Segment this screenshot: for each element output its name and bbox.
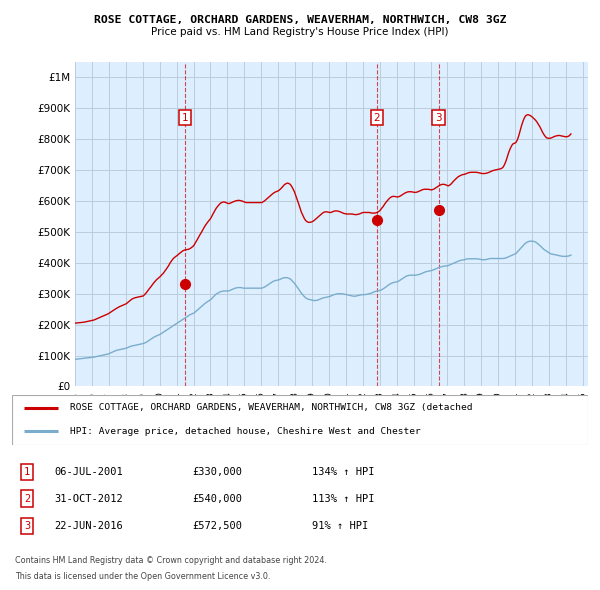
Text: 3: 3 [435,113,442,123]
Text: 1: 1 [182,113,188,123]
Text: 134% ↑ HPI: 134% ↑ HPI [312,467,374,477]
FancyBboxPatch shape [12,395,588,445]
Text: 2: 2 [24,494,30,503]
Text: Price paid vs. HM Land Registry's House Price Index (HPI): Price paid vs. HM Land Registry's House … [151,27,449,37]
Text: 113% ↑ HPI: 113% ↑ HPI [312,494,374,503]
Text: ROSE COTTAGE, ORCHARD GARDENS, WEAVERHAM, NORTHWICH, CW8 3GZ: ROSE COTTAGE, ORCHARD GARDENS, WEAVERHAM… [94,15,506,25]
Text: £540,000: £540,000 [192,494,242,503]
Text: 22-JUN-2016: 22-JUN-2016 [54,522,123,531]
Text: 2: 2 [374,113,380,123]
Text: This data is licensed under the Open Government Licence v3.0.: This data is licensed under the Open Gov… [15,572,271,581]
Text: 06-JUL-2001: 06-JUL-2001 [54,467,123,477]
Text: Contains HM Land Registry data © Crown copyright and database right 2024.: Contains HM Land Registry data © Crown c… [15,556,327,565]
Text: 1: 1 [24,467,30,477]
Text: 31-OCT-2012: 31-OCT-2012 [54,494,123,503]
Text: 3: 3 [24,522,30,531]
Text: £330,000: £330,000 [192,467,242,477]
Text: ROSE COTTAGE, ORCHARD GARDENS, WEAVERHAM, NORTHWICH, CW8 3GZ (detached: ROSE COTTAGE, ORCHARD GARDENS, WEAVERHAM… [70,404,472,412]
Text: 91% ↑ HPI: 91% ↑ HPI [312,522,368,531]
Text: HPI: Average price, detached house, Cheshire West and Chester: HPI: Average price, detached house, Ches… [70,427,421,436]
Text: £572,500: £572,500 [192,522,242,531]
